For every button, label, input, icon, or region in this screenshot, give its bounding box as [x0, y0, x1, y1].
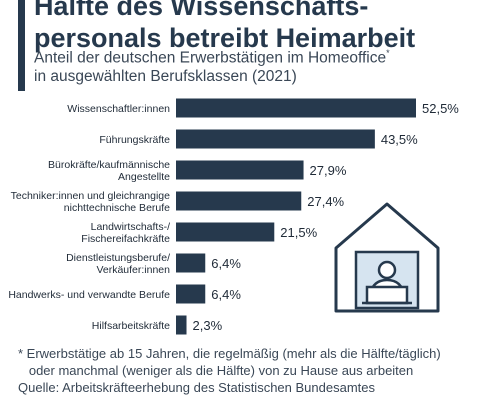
accent-bar: [18, 0, 25, 91]
bar-1: [176, 129, 375, 149]
footnote-marker: *: [386, 48, 390, 58]
category-label-6: Handwerks- und verwandte Berufe: [8, 289, 170, 301]
bar-chart: Wissenschaftler:innen 52,5% Führungskräfte…: [8, 98, 459, 335]
category-label-2: Bürokräfte/kaufmännische Angestellte: [48, 159, 170, 183]
category-label-7: Hilfsarbeitskräfte: [92, 320, 170, 332]
subtitle-text-1: Anteil der deutschen Erwerbstätigen im H…: [34, 49, 387, 67]
footnote: * Erwerbstätige ab 15 Jahren, die regelm…: [18, 345, 488, 396]
chart-subtitle: Anteil der deutschen Erwerbstätigen im H…: [34, 48, 484, 86]
home-office-icon: [334, 202, 440, 313]
bar-4: [176, 222, 275, 242]
bar-7: [176, 315, 187, 335]
chart-title-line-1: Hälfte des Wissenschafts-: [34, 0, 369, 21]
chart-title: Hälfte des Wissenschafts- personals betr…: [34, 0, 494, 54]
value-label-1: 43,5%: [381, 132, 418, 147]
value-label-5: 6,4%: [211, 256, 241, 271]
subtitle-line-2: in ausgewählten Berufsklassen (2021): [34, 68, 297, 86]
subtitle-line-1: Anteil der deutschen Erwerbstätigen im H…: [34, 48, 484, 67]
bar-2: [176, 160, 304, 180]
footnote-line-1: * Erwerbstätige ab 15 Jahren, die regelm…: [18, 346, 441, 361]
source-line: Quelle: Arbeitskräfteerhebung des Statis…: [18, 380, 375, 395]
bar-3: [176, 191, 302, 211]
value-label-2: 27,9%: [310, 163, 347, 178]
value-label-6: 6,4%: [211, 287, 241, 302]
bar-6: [176, 284, 206, 304]
value-label-0: 52,5%: [422, 101, 459, 116]
chart-title-line-2: personals betreibt Heimarbeit: [34, 23, 416, 53]
value-label-4: 21,5%: [280, 225, 317, 240]
category-label-4: Landwirtschafts-/Fischereifachkräfte: [81, 221, 170, 245]
category-label-1: Führungskräfte: [99, 134, 170, 146]
footnote-line-2: oder manchmal (weniger als die Hälfte) v…: [18, 363, 414, 378]
value-label-7: 2,3%: [193, 318, 223, 333]
bar-0: [176, 98, 416, 118]
category-label-3: Techniker:innen und gleichrangige nichtte…: [11, 190, 171, 214]
category-label-0: Wissenschaftler:innen: [67, 103, 170, 115]
bar-5: [176, 253, 206, 273]
value-label-3: 27,4%: [307, 194, 344, 209]
category-label-5: Dienstleistungsberufe/Verkäufer:innen: [66, 252, 170, 276]
